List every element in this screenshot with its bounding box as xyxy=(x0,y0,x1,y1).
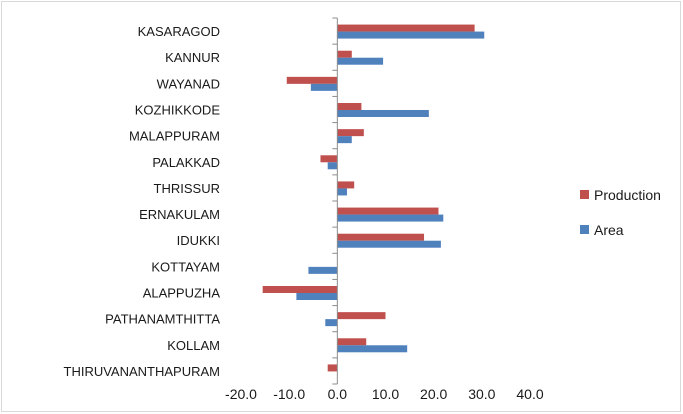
bar-production-kasaragod xyxy=(337,24,475,32)
x-tick-label: 40.0 xyxy=(516,386,543,402)
bar-area-alappuzha xyxy=(296,293,338,300)
category-label-idukki: IDUKKI xyxy=(177,233,220,248)
bar-production-wayanad xyxy=(286,76,338,84)
legend-label-area: Area xyxy=(594,222,624,238)
bar-area-palakkad xyxy=(327,162,338,170)
bar-area-pathanamthitta xyxy=(325,319,338,327)
category-label-wayanad: WAYANAD xyxy=(157,76,220,91)
category-label-kasaragod: KASARAGOD xyxy=(138,24,220,39)
category-label-alappuzha: ALAPPUZHA xyxy=(143,286,221,301)
legend: Production Area xyxy=(580,187,661,238)
category-label-kozhikkode: KOZHIKKODE xyxy=(135,103,221,118)
bars-group xyxy=(262,24,485,372)
x-tick-label: 30.0 xyxy=(468,386,495,402)
bar-production-thrissur xyxy=(337,181,355,189)
bar-area-kozhikkode xyxy=(337,110,429,117)
category-label-ernakulam: ERNAKULAM xyxy=(139,207,220,222)
category-label-thiruvananthapuram: THIRUVANANTHAPURAM xyxy=(64,364,221,379)
bar-area-wayanad xyxy=(310,83,338,91)
x-tick-label: 0.0 xyxy=(328,386,348,402)
bar-production-ernakulam xyxy=(337,207,439,215)
category-label-thrissur: THRISSUR xyxy=(154,181,220,196)
bar-production-pathanamthitta xyxy=(337,312,386,320)
bar-production-kozhikkode xyxy=(337,103,362,110)
x-tick-label: -20.0 xyxy=(225,386,257,402)
bar-production-alappuzha xyxy=(262,286,338,293)
category-label-palakkad: PALAKKAD xyxy=(152,155,220,170)
bar-production-idukki xyxy=(337,233,425,241)
category-label-kannur: KANNUR xyxy=(165,50,220,65)
bar-production-thiruvananthapuram xyxy=(327,364,338,372)
category-label-pathanamthitta: PATHANAMTHITTA xyxy=(105,312,220,327)
legend-swatch-area xyxy=(580,225,589,234)
category-label-malappuram: MALAPPURAM xyxy=(129,129,220,144)
bar-area-idukki xyxy=(337,240,441,248)
bar-area-kollam xyxy=(337,345,408,353)
bar-production-kannur xyxy=(337,50,352,58)
category-label-kottayam: KOTTAYAM xyxy=(151,259,220,274)
bar-area-ernakulam xyxy=(337,214,444,222)
bar-production-palakkad xyxy=(320,155,338,163)
axes-group xyxy=(332,17,338,385)
x-tick-label: -10.0 xyxy=(273,386,305,402)
legend-label-production: Production xyxy=(594,187,661,203)
x-tick-labels: -20.0 -10.0 0.0 10.0 20.0 30.0 40.0 xyxy=(225,386,544,402)
x-tick-label: 10.0 xyxy=(372,386,399,402)
category-labels: KASARAGOD KANNUR WAYANAD KOZHIKKODE MALAPPUR… xyxy=(64,24,221,379)
bar-area-malappuram xyxy=(337,136,352,144)
bar-production-malappuram xyxy=(337,129,364,137)
category-label-kollam: KOLLAM xyxy=(167,338,220,353)
legend-swatch-production xyxy=(580,190,589,199)
bar-area-kasaragod xyxy=(337,31,485,39)
bar-production-kollam xyxy=(337,338,367,346)
x-tick-label: 20.0 xyxy=(420,386,447,402)
bar-area-kottayam xyxy=(308,266,338,274)
bar-area-kannur xyxy=(337,57,384,65)
bar-area-thrissur xyxy=(337,188,347,196)
